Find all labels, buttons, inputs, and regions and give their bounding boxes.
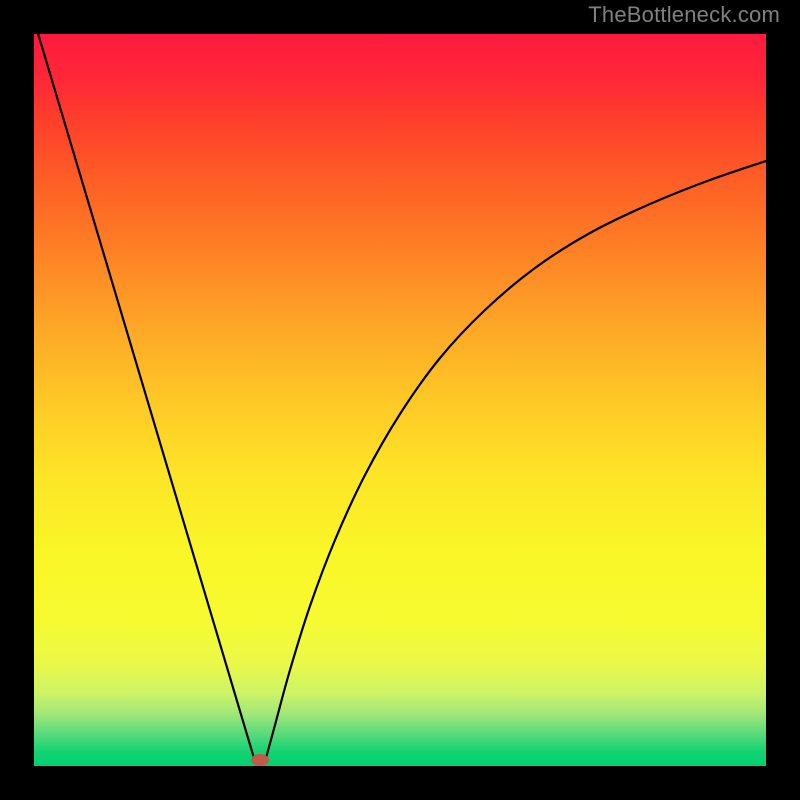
- minimum-marker: [251, 754, 269, 766]
- watermark-text: TheBottleneck.com: [588, 2, 780, 28]
- chart-frame: TheBottleneck.com: [0, 0, 800, 800]
- bottleneck-chart: [0, 0, 800, 800]
- plot-area: [34, 34, 766, 766]
